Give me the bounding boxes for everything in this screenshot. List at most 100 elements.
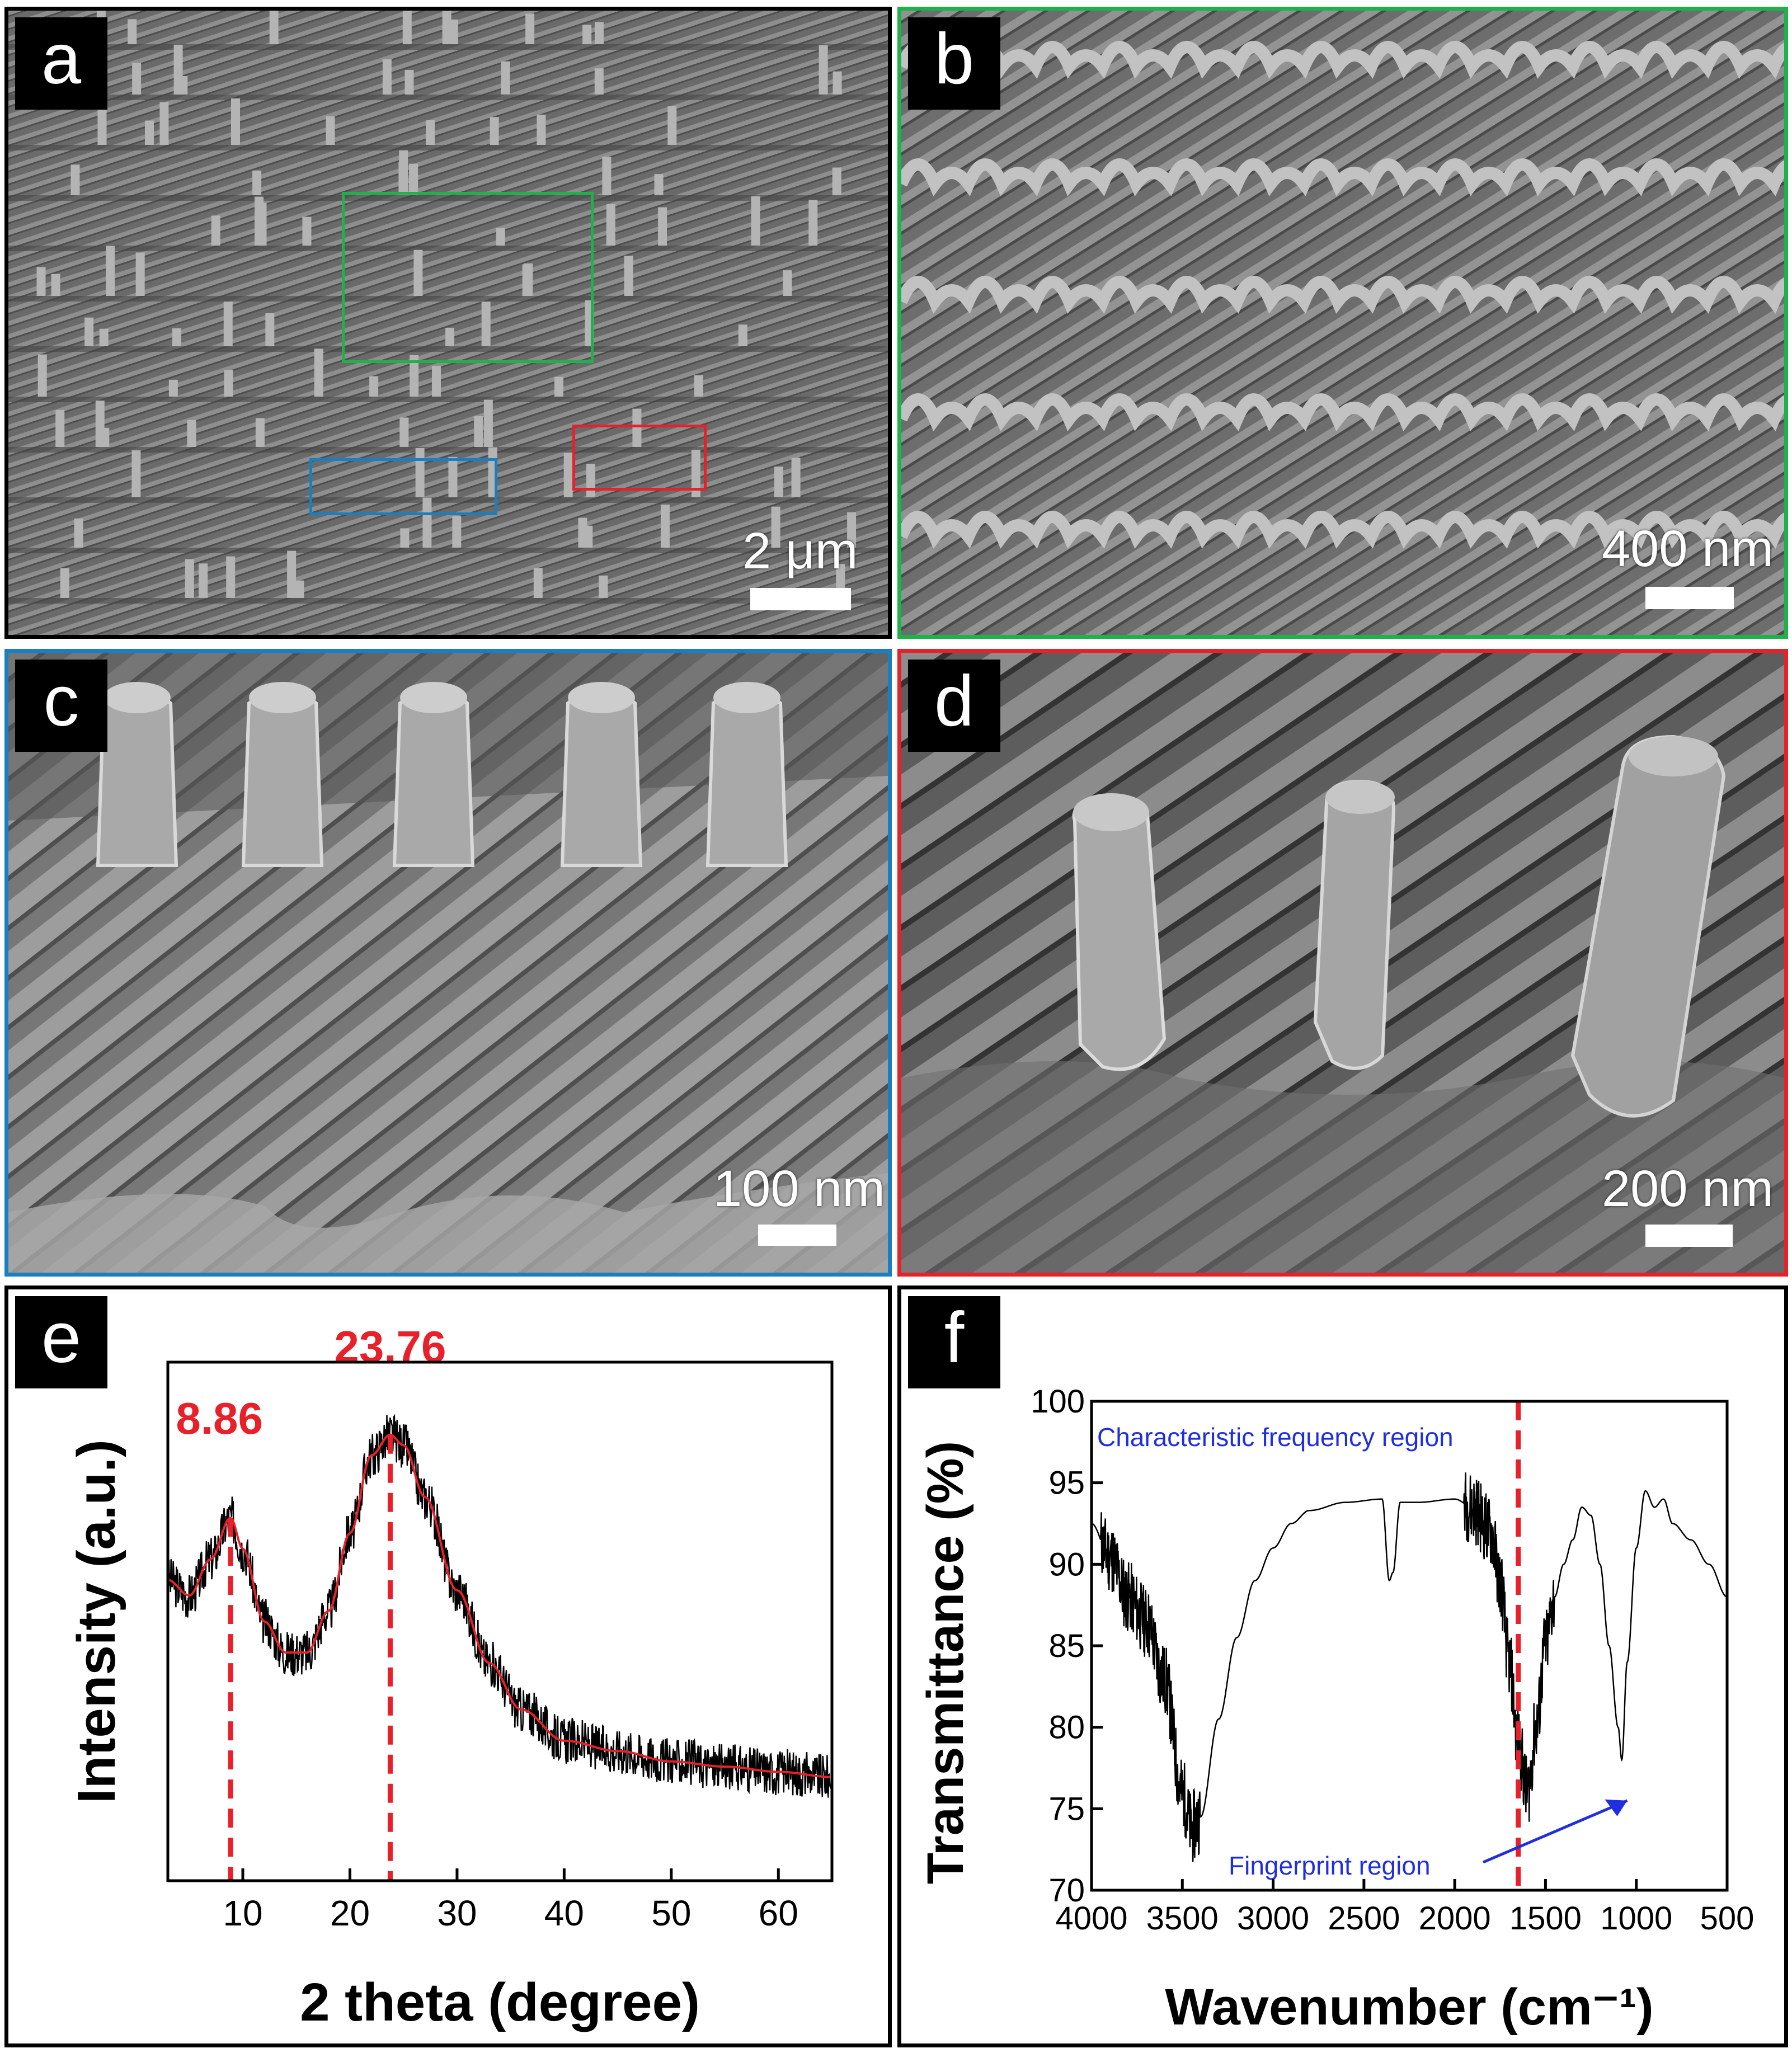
nanopillar [533, 568, 543, 598]
nanopillar [537, 114, 546, 145]
nanopillar [60, 568, 69, 598]
nanopillar [667, 106, 677, 145]
pillar-row [901, 511, 1784, 549]
annotation-arrowhead [1605, 1799, 1628, 1816]
annotation-fingerprint-region: Fingerprint region [1229, 1851, 1431, 1880]
pillar-tip [249, 682, 316, 713]
scale-label-b: 400 nm [1602, 520, 1774, 577]
x-tick-label: 20 [330, 1893, 370, 1933]
nanopillar [226, 556, 236, 598]
nanopillar [594, 22, 604, 44]
sem-image-a [8, 11, 888, 635]
pillar-tip [568, 682, 635, 713]
nanopillar [185, 559, 194, 598]
scale-bar-d [1645, 1225, 1733, 1247]
nanopillar [392, 688, 475, 867]
pillar-tip [713, 682, 780, 713]
nanopillar [302, 216, 312, 246]
nanopillar [74, 518, 83, 548]
nanopillar [606, 204, 615, 246]
nanopillar [774, 467, 783, 497]
x-tick-label: 60 [759, 1893, 798, 1933]
nanopillar [525, 13, 535, 44]
panel-letter-c: c [15, 660, 107, 752]
nanopillar [490, 117, 499, 145]
nanopillar [624, 256, 633, 296]
panel-letter-f: f [908, 1296, 1000, 1388]
nanopillar [584, 525, 593, 548]
nanopillar [738, 324, 747, 346]
nanopillar [55, 409, 65, 447]
x-tick-label: 10 [223, 1893, 262, 1933]
nanopillar [99, 328, 109, 346]
pillar-row [901, 158, 1784, 196]
x-tick-label: 3500 [1146, 1900, 1219, 1937]
nanopillar [691, 450, 700, 497]
sem-image-c [8, 653, 888, 1273]
nanopillar [705, 688, 788, 867]
nanopillar [128, 19, 137, 44]
x-tick-label: 30 [437, 1893, 477, 1933]
x-tick-label: 2000 [1419, 1900, 1491, 1937]
nanopillar [106, 246, 115, 296]
xrd-raw-line [167, 1414, 833, 1798]
nanopillar [660, 505, 670, 548]
nanopillar [241, 688, 324, 867]
nanopillar [554, 376, 564, 397]
panel-letter-a: a [15, 17, 107, 110]
nanopillar [36, 267, 46, 296]
nanopillar [159, 102, 169, 145]
y-tick-label: 95 [1048, 1465, 1085, 1501]
nanopillar [483, 399, 493, 447]
scale-label-a: 2 μm [742, 522, 858, 580]
nanopillar [399, 417, 409, 447]
y-tick-label: 80 [1048, 1710, 1085, 1746]
red-roi-box [572, 425, 707, 491]
panel-e: e 8.86 23.76 10 20 30 40 50 60 2 theta (degree) I… [4, 1286, 892, 2047]
nanopillar [382, 59, 392, 95]
nanopillar [224, 370, 233, 397]
x-tick-label: 2500 [1328, 1900, 1400, 1937]
scale-bar-b [1645, 587, 1734, 609]
nanopillar [187, 420, 196, 447]
pillar-row [901, 393, 1784, 431]
nanopillar [426, 120, 435, 145]
annotation-characteristic-region: Characteristic frequency region [1097, 1423, 1454, 1452]
nanopillar [199, 563, 208, 598]
nanopillar [168, 379, 178, 397]
nanopillar [422, 497, 432, 548]
nanopillar [100, 427, 110, 447]
nanopillar [496, 228, 505, 246]
x-tick-label: 4000 [1055, 1900, 1127, 1937]
nanopillar [832, 167, 841, 195]
nanopillar [409, 163, 418, 195]
nanopillar [400, 528, 410, 548]
nanopillar [173, 44, 183, 95]
nanopillar [145, 120, 154, 145]
blue-roi-box [309, 458, 497, 515]
y-tick-label: 70 [1048, 1872, 1085, 1909]
nanopillar [252, 170, 262, 195]
nanopillar [808, 200, 818, 246]
nanopillar [413, 249, 423, 296]
nanopillar [295, 580, 304, 598]
nanopillar [405, 70, 414, 95]
y-axis-label: Transmittance (%) [917, 1441, 974, 1884]
nanopillar [524, 263, 533, 296]
x-tick-label: 1500 [1509, 1900, 1582, 1937]
nanopillar [231, 98, 240, 145]
pillar-row [901, 276, 1784, 314]
green-roi-box [342, 192, 594, 363]
nanopillar [832, 71, 842, 95]
nanopillar [448, 456, 458, 497]
nanopillar [369, 376, 379, 397]
pillar-tip [104, 682, 171, 713]
nanopillar [481, 302, 491, 346]
nanopillar [399, 150, 408, 195]
x-tick-label: 50 [651, 1893, 691, 1933]
nanopillar [582, 25, 592, 44]
scale-label-d: 200 nm [1602, 1160, 1774, 1217]
x-tick-label: 3000 [1237, 1900, 1309, 1937]
nanopillar [783, 270, 792, 296]
x-tick-label: 40 [544, 1893, 584, 1933]
